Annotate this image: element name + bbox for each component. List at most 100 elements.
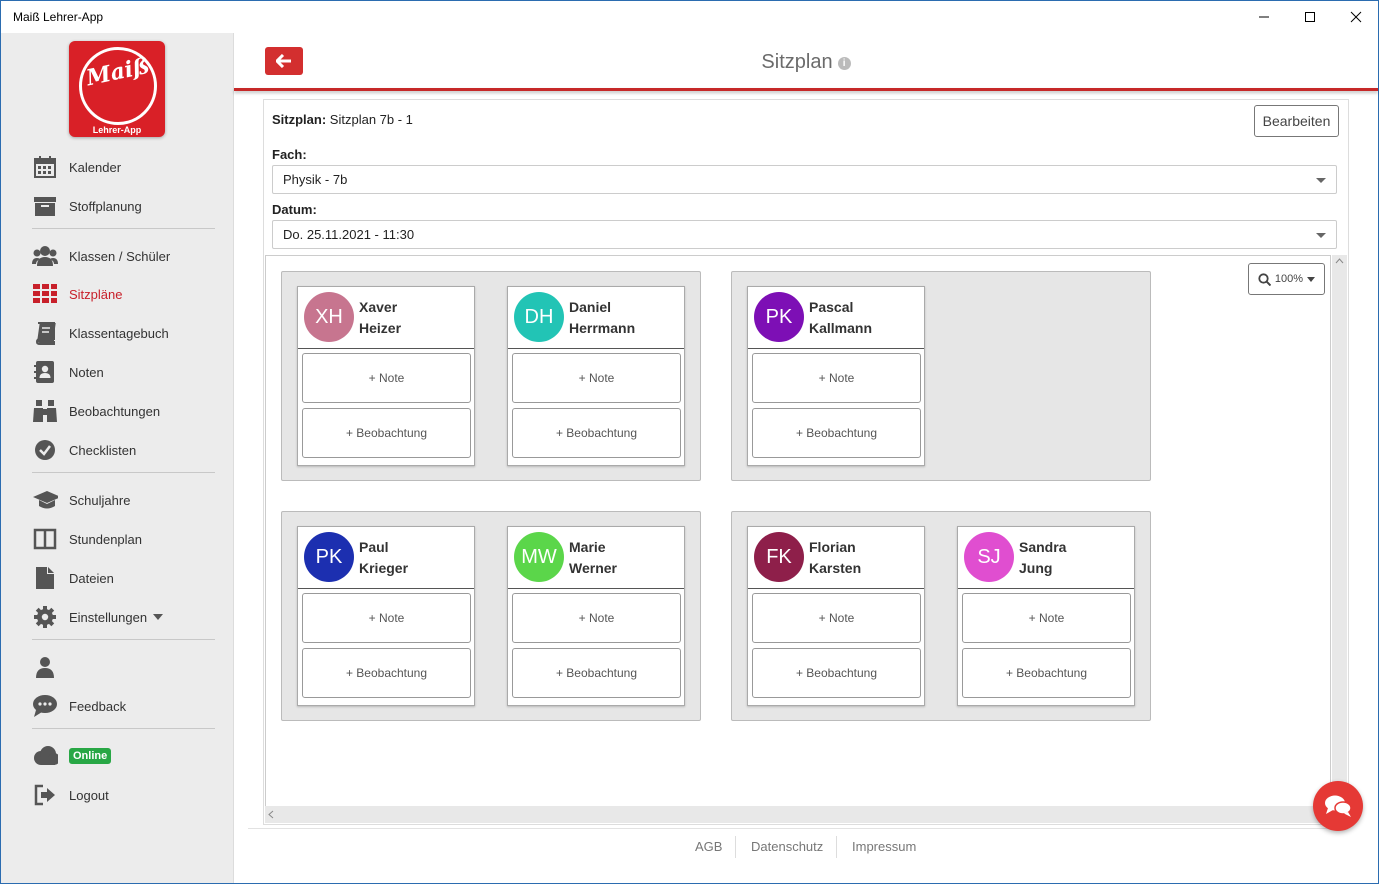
avatar: SJ bbox=[964, 532, 1014, 582]
sidebar-item-schuljahre[interactable]: Schuljahre bbox=[32, 485, 130, 515]
student-card[interactable]: DH Daniel Herrmann + Note + Beobachtung bbox=[507, 286, 685, 466]
footer-divider bbox=[248, 828, 1348, 829]
sidebar-item-stoffplanung[interactable]: Stoffplanung bbox=[32, 191, 142, 221]
sidebar-item-noten[interactable]: Noten bbox=[32, 357, 104, 387]
minimize-button[interactable] bbox=[1241, 1, 1287, 33]
horizontal-scrollbar[interactable] bbox=[265, 806, 1331, 823]
footer-link-agb[interactable]: AGB bbox=[695, 839, 723, 854]
chevron-down-icon bbox=[153, 614, 164, 620]
footer-separator bbox=[735, 836, 736, 858]
student-name: Xaver Heizer bbox=[359, 297, 401, 339]
add-note-button[interactable]: + Note bbox=[512, 593, 681, 643]
avatar: PK bbox=[304, 532, 354, 582]
add-observation-button[interactable]: + Beobachtung bbox=[752, 408, 921, 458]
fach-select[interactable]: Physik - 7b bbox=[272, 165, 1337, 194]
app-logo[interactable]: Maiß Lehrer-App bbox=[69, 41, 165, 137]
footer-separator bbox=[836, 836, 837, 858]
sidebar-item-label: Feedback bbox=[69, 698, 127, 714]
student-card[interactable]: FK Florian Karsten + Note + Beobachtung bbox=[747, 526, 925, 706]
student-name: Daniel Herrmann bbox=[569, 297, 635, 339]
file-icon bbox=[32, 566, 58, 590]
sidebar-item-checklisten[interactable]: Checklisten bbox=[32, 435, 136, 465]
datum-value: Do. 25.11.2021 - 11:30 bbox=[283, 227, 415, 242]
info-icon[interactable]: i bbox=[837, 57, 851, 70]
student-card[interactable]: XH Xaver Heizer + Note + Beobachtung bbox=[297, 286, 475, 466]
sidebar-item-label: Schuljahre bbox=[69, 492, 131, 508]
sidebar-item-label: Klassentagebuch bbox=[69, 325, 169, 341]
footer-link-impressum[interactable]: Impressum bbox=[852, 839, 917, 854]
arrow-left-icon bbox=[276, 54, 291, 68]
sidebar-item-kalender[interactable]: Kalender bbox=[32, 152, 121, 182]
users-icon bbox=[32, 244, 58, 268]
maximize-icon bbox=[1305, 12, 1315, 22]
book-icon bbox=[32, 321, 58, 345]
student-card[interactable]: PK Paul Krieger + Note + Beobachtung bbox=[297, 526, 475, 706]
sidebar-item-label: Stundenplan bbox=[69, 531, 143, 547]
edit-button[interactable]: Bearbeiten bbox=[1254, 105, 1339, 137]
maximize-button[interactable] bbox=[1287, 1, 1333, 33]
grid-icon bbox=[32, 282, 58, 306]
add-note-button[interactable]: + Note bbox=[302, 353, 471, 403]
add-observation-button[interactable]: + Beobachtung bbox=[512, 408, 681, 458]
zoom-dropdown[interactable]: 100% bbox=[1248, 263, 1325, 295]
add-observation-button[interactable]: + Beobachtung bbox=[302, 408, 471, 458]
desk-group: PK Paul Krieger + Note + Beobachtung MW M… bbox=[281, 511, 701, 721]
avatar: FK bbox=[754, 532, 804, 582]
page-header: Sitzplan i bbox=[234, 33, 1378, 90]
fach-value: Physik - 7b bbox=[283, 172, 348, 187]
last-name: Heizer bbox=[359, 320, 402, 336]
datum-label: Datum: bbox=[272, 202, 317, 217]
add-note-button[interactable]: + Note bbox=[962, 593, 1131, 643]
datum-select[interactable]: Do. 25.11.2021 - 11:30 bbox=[272, 220, 1337, 249]
sidebar-item-sitzplaene[interactable]: Sitzpläne bbox=[32, 279, 122, 309]
sidebar-item-feedback[interactable]: Feedback bbox=[32, 691, 126, 721]
add-observation-button[interactable]: + Beobachtung bbox=[962, 648, 1131, 698]
sidebar-item-einstellungen[interactable]: Einstellungen bbox=[32, 602, 164, 632]
cloud-icon bbox=[32, 744, 58, 768]
sidebar-item-stundenplan[interactable]: Stundenplan bbox=[32, 524, 142, 554]
student-card[interactable]: PK Pascal Kallmann + Note + Beobachtung bbox=[747, 286, 925, 466]
last-name: Krieger bbox=[359, 560, 409, 576]
student-header: MW Marie Werner bbox=[508, 527, 684, 589]
vertical-scrollbar[interactable] bbox=[1332, 255, 1347, 823]
gear-icon bbox=[32, 605, 58, 629]
zoom-value: 100% bbox=[1274, 273, 1304, 285]
first-name: Daniel bbox=[569, 299, 612, 315]
sidebar-item-label: Stoffplanung bbox=[69, 198, 142, 214]
sidebar-item-klassentagebuch[interactable]: Klassentagebuch bbox=[32, 318, 169, 348]
sidebar-item-profile[interactable] bbox=[32, 652, 69, 682]
first-name: Xaver bbox=[359, 299, 398, 315]
add-note-button[interactable]: + Note bbox=[302, 593, 471, 643]
sidebar-item-dateien[interactable]: Dateien bbox=[32, 563, 114, 593]
sidebar-item-label: Sitzpläne bbox=[69, 286, 123, 302]
chat-button[interactable] bbox=[1313, 781, 1363, 831]
columns-icon bbox=[32, 527, 58, 551]
page-title: Sitzplan i bbox=[234, 51, 1378, 74]
online-badge: Online bbox=[69, 748, 112, 764]
first-name: Marie bbox=[569, 539, 606, 555]
sign-out-icon bbox=[32, 783, 58, 807]
avatar: MW bbox=[514, 532, 564, 582]
add-observation-button[interactable]: + Beobachtung bbox=[302, 648, 471, 698]
add-note-button[interactable]: + Note bbox=[752, 593, 921, 643]
sidebar-item-beobachtungen[interactable]: Beobachtungen bbox=[32, 396, 160, 426]
sidebar-item-klassen[interactable]: Klassen / Schüler bbox=[32, 241, 170, 271]
sidebar-item-label: Klassen / Schüler bbox=[69, 248, 171, 264]
graduation-cap-icon bbox=[32, 488, 58, 512]
add-note-button[interactable]: + Note bbox=[752, 353, 921, 403]
first-name: Pascal bbox=[809, 299, 854, 315]
back-button[interactable] bbox=[265, 47, 303, 75]
add-observation-button[interactable]: + Beobachtung bbox=[512, 648, 681, 698]
student-card[interactable]: MW Marie Werner + Note + Beobachtung bbox=[507, 526, 685, 706]
sidebar-item-logout[interactable]: Logout bbox=[32, 780, 109, 810]
add-observation-button[interactable]: + Beobachtung bbox=[752, 648, 921, 698]
footer-link-datenschutz[interactable]: Datenschutz bbox=[751, 839, 824, 854]
add-note-button[interactable]: + Note bbox=[512, 353, 681, 403]
close-button[interactable] bbox=[1333, 1, 1379, 33]
student-header: DH Daniel Herrmann bbox=[508, 287, 684, 349]
search-icon bbox=[1258, 272, 1271, 286]
seating-plan-panel: Sitzplan: Sitzplan 7b - 1 Bearbeiten Fac… bbox=[263, 99, 1349, 825]
comment-icon bbox=[32, 694, 58, 718]
student-card[interactable]: SJ Sandra Jung + Note + Beobachtung bbox=[957, 526, 1135, 706]
sidebar-item-online-status: Online bbox=[32, 741, 112, 771]
